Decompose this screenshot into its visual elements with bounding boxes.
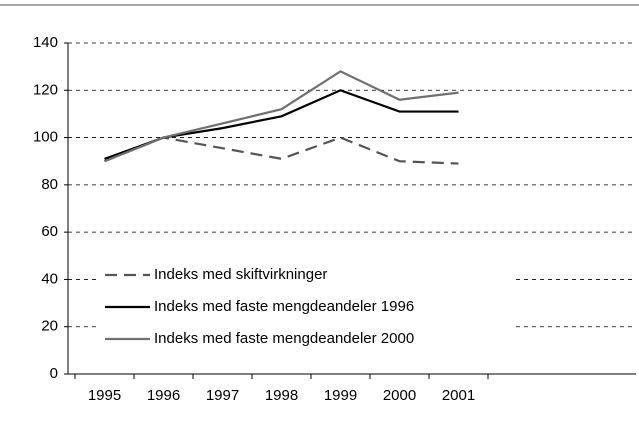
y-tick-label: 140 <box>33 34 58 51</box>
x-tick-label: 1997 <box>206 387 239 404</box>
y-tick-label: 60 <box>41 223 58 240</box>
legend-label: Indeks med skiftvirkninger <box>154 266 327 283</box>
legend-label: Indeks med faste mengdeandeler 2000 <box>154 330 414 347</box>
x-tick-label: 1999 <box>324 387 357 404</box>
x-tick-label: 1998 <box>265 387 298 404</box>
y-tick-label: 40 <box>41 270 58 287</box>
y-tick-label: 20 <box>41 318 58 335</box>
x-tick-label: 1995 <box>88 387 121 404</box>
y-tick-label: 120 <box>33 81 58 98</box>
series-line <box>104 136 459 165</box>
x-tick-label: 2000 <box>383 387 416 404</box>
legend-label: Indeks med faste mengdeandeler 1996 <box>154 298 414 315</box>
x-tick-label: 2001 <box>442 387 475 404</box>
legend-box <box>98 258 513 354</box>
y-tick-label: 100 <box>33 129 58 146</box>
x-tick-label: 1996 <box>147 387 180 404</box>
y-tick-label: 80 <box>41 176 58 193</box>
series-line <box>104 89 459 160</box>
series-line <box>104 70 459 163</box>
y-tick-label: 0 <box>50 365 58 382</box>
